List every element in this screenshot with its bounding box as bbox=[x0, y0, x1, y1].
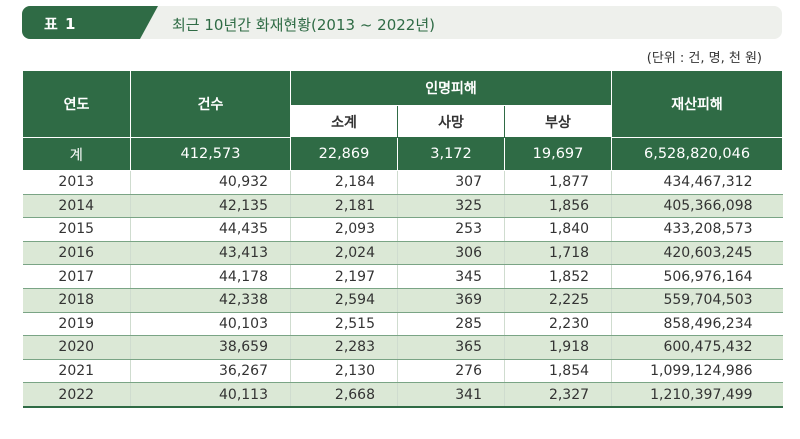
injuries-cell: 1,852 bbox=[503, 264, 612, 289]
count-cell: 40,113 bbox=[130, 382, 291, 408]
subtotal-cell: 2,668 bbox=[290, 382, 398, 408]
subtotal-cell: 2,283 bbox=[290, 335, 398, 360]
subtotal-cell: 2,515 bbox=[290, 312, 398, 337]
deaths-cell: 345 bbox=[397, 264, 505, 289]
table-title-bar: 표 1 최근 10년간 화재현황(2013 ~ 2022년) bbox=[22, 6, 782, 39]
count-cell: 40,932 bbox=[130, 170, 291, 195]
total-row: 계 412,573 22,869 3,172 19,697 6,528,820,… bbox=[22, 137, 784, 171]
property-damage-cell: 1,210,397,499 bbox=[611, 382, 783, 408]
header-injuries: 부상 bbox=[503, 105, 613, 138]
subtotal-cell: 2,184 bbox=[290, 170, 398, 195]
property-damage-cell: 1,099,124,986 bbox=[611, 359, 783, 384]
property-damage-cell: 559,704,503 bbox=[611, 288, 783, 313]
year-cell: 2015 bbox=[22, 217, 131, 242]
year-cell: 2018 bbox=[22, 288, 131, 313]
injuries-cell: 1,856 bbox=[503, 194, 612, 219]
deaths-cell: 306 bbox=[397, 241, 505, 266]
total-count: 412,573 bbox=[130, 137, 291, 171]
header-deaths: 사망 bbox=[397, 105, 505, 138]
injuries-cell: 1,854 bbox=[503, 359, 612, 384]
table-title: 최근 10년간 화재현황(2013 ~ 2022년) bbox=[172, 16, 435, 34]
subtotal-cell: 2,093 bbox=[290, 217, 398, 242]
table-number-tag: 표 1 bbox=[22, 6, 158, 39]
property-damage-cell: 434,467,312 bbox=[611, 170, 783, 195]
year-cell: 2021 bbox=[22, 359, 131, 384]
total-subtotal: 22,869 bbox=[290, 137, 398, 171]
table-row: 2013 40,932 2,184 307 1,877 434,467,312 bbox=[22, 170, 783, 195]
deaths-cell: 365 bbox=[397, 335, 505, 360]
injuries-cell: 2,327 bbox=[503, 382, 612, 408]
table-row: 2022 40,113 2,668 341 2,327 1,210,397,499 bbox=[22, 382, 783, 408]
unit-note: (단위 : 건, 명, 천 원) bbox=[646, 51, 762, 66]
deaths-cell: 307 bbox=[397, 170, 505, 195]
year-cell: 2022 bbox=[22, 382, 131, 408]
count-cell: 44,435 bbox=[130, 217, 291, 242]
year-cell: 2013 bbox=[22, 170, 131, 195]
subtotal-cell: 2,181 bbox=[290, 194, 398, 219]
header-property-damage: 재산피해 bbox=[611, 70, 784, 138]
fire-statistics-table: 연도 건수 인명피해 재산피해 소계 사망 부상 계 412,573 22,86… bbox=[22, 70, 784, 408]
table-row: 2020 38,659 2,283 365 1,918 600,475,432 bbox=[22, 335, 783, 360]
table-row: 2018 42,338 2,594 369 2,225 559,704,503 bbox=[22, 288, 783, 313]
injuries-cell: 2,225 bbox=[503, 288, 612, 313]
header-casualties: 인명피해 bbox=[289, 70, 613, 106]
count-cell: 42,135 bbox=[130, 194, 291, 219]
count-cell: 42,338 bbox=[130, 288, 291, 313]
total-injuries: 19,697 bbox=[503, 137, 613, 171]
count-cell: 43,413 bbox=[130, 241, 291, 266]
count-cell: 38,659 bbox=[130, 335, 291, 360]
property-damage-cell: 433,208,573 bbox=[611, 217, 783, 242]
property-damage-cell: 858,496,234 bbox=[611, 312, 783, 337]
total-label: 계 bbox=[22, 137, 131, 171]
year-cell: 2020 bbox=[22, 335, 131, 360]
injuries-cell: 1,918 bbox=[503, 335, 612, 360]
table-number: 표 1 bbox=[44, 15, 77, 33]
table-row: 2016 43,413 2,024 306 1,718 420,603,245 bbox=[22, 241, 783, 266]
injuries-cell: 1,840 bbox=[503, 217, 612, 242]
subtotal-cell: 2,024 bbox=[290, 241, 398, 266]
table-row: 2015 44,435 2,093 253 1,840 433,208,573 bbox=[22, 217, 783, 242]
year-cell: 2019 bbox=[22, 312, 131, 337]
table-row: 2014 42,135 2,181 325 1,856 405,366,098 bbox=[22, 194, 783, 219]
count-cell: 40,103 bbox=[130, 312, 291, 337]
deaths-cell: 341 bbox=[397, 382, 505, 408]
table-row: 2019 40,103 2,515 285 2,230 858,496,234 bbox=[22, 312, 783, 337]
year-cell: 2014 bbox=[22, 194, 131, 219]
subtotal-cell: 2,594 bbox=[290, 288, 398, 313]
injuries-cell: 2,230 bbox=[503, 312, 612, 337]
property-damage-cell: 405,366,098 bbox=[611, 194, 783, 219]
deaths-cell: 253 bbox=[397, 217, 505, 242]
injuries-cell: 1,718 bbox=[503, 241, 612, 266]
header-subtotal: 소계 bbox=[290, 105, 398, 138]
table-row: 2021 36,267 2,130 276 1,854 1,099,124,986 bbox=[22, 359, 783, 384]
count-cell: 44,178 bbox=[130, 264, 291, 289]
deaths-cell: 285 bbox=[397, 312, 505, 337]
count-cell: 36,267 bbox=[130, 359, 291, 384]
table-row: 2017 44,178 2,197 345 1,852 506,976,164 bbox=[22, 264, 783, 289]
deaths-cell: 325 bbox=[397, 194, 505, 219]
deaths-cell: 369 bbox=[397, 288, 505, 313]
year-cell: 2016 bbox=[22, 241, 131, 266]
property-damage-cell: 506,976,164 bbox=[611, 264, 783, 289]
year-cell: 2017 bbox=[22, 264, 131, 289]
property-damage-cell: 420,603,245 bbox=[611, 241, 783, 266]
header-count: 건수 bbox=[130, 70, 291, 138]
subtotal-cell: 2,130 bbox=[290, 359, 398, 384]
deaths-cell: 276 bbox=[397, 359, 505, 384]
injuries-cell: 1,877 bbox=[503, 170, 612, 195]
property-damage-cell: 600,475,432 bbox=[611, 335, 783, 360]
header-year: 연도 bbox=[22, 70, 131, 138]
subtotal-cell: 2,197 bbox=[290, 264, 398, 289]
total-deaths: 3,172 bbox=[397, 137, 505, 171]
total-property-damage: 6,528,820,046 bbox=[611, 137, 784, 171]
